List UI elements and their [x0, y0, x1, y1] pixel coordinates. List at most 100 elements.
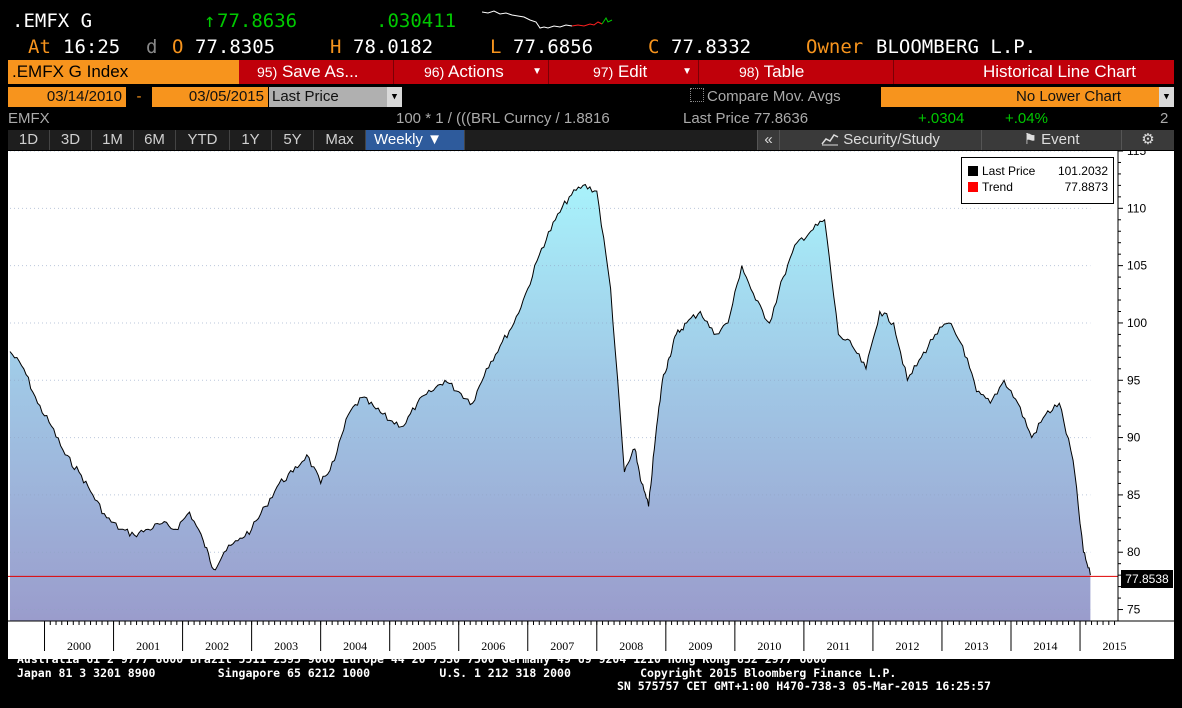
chart-type-label: Historical Line Chart	[982, 62, 1136, 81]
y-tick-label: 75	[1127, 603, 1141, 617]
menu-bar: .EMFX G Index 95) Save As... 96) Actions…	[8, 60, 1174, 84]
period-ytd-button[interactable]: YTD	[176, 130, 230, 150]
page-number: 2	[1160, 110, 1169, 127]
ticker-label: .EMFX G	[12, 10, 93, 32]
owner-value: BLOOMBERG L.P.	[876, 36, 1037, 58]
y-tick-label: 115	[1127, 151, 1146, 158]
event-button[interactable]: ⚑ Event	[981, 130, 1121, 150]
x-tick-label: 2006	[481, 639, 505, 653]
gear-icon[interactable]: ⚙	[1121, 130, 1174, 150]
legend-swatch-red	[968, 182, 978, 192]
edit-num: 97)	[593, 64, 614, 80]
table-button[interactable]: 98) Table	[699, 60, 894, 84]
frequency-select[interactable]: Weekly ▼	[366, 130, 465, 150]
start-date-input[interactable]: 03/14/2010	[8, 87, 126, 107]
date-row: 03/14/2010 - 03/05/2015 Last Price ▼ Com…	[8, 87, 1174, 107]
period-6m-button[interactable]: 6M	[134, 130, 176, 150]
y-tick-label: 85	[1127, 488, 1141, 502]
compare-field[interactable]	[881, 87, 1013, 107]
date-dash: -	[126, 87, 152, 107]
footer: Australia 61 2 9777 8600 Brazil 5511 239…	[0, 652, 1182, 694]
info-ticker: EMFX	[8, 110, 50, 127]
legend-label: Trend	[982, 180, 1013, 194]
x-tick-label: 2010	[757, 639, 781, 653]
lower-chart-dropdown-icon[interactable]: ▼	[1159, 87, 1174, 107]
legend-label: Last Price	[982, 164, 1036, 178]
y-tick-label: 110	[1127, 201, 1146, 215]
flag-icon: ⚑	[1023, 131, 1037, 148]
y-tick-label: 80	[1127, 545, 1141, 559]
period-1m-button[interactable]: 1M	[92, 130, 134, 150]
x-tick-label: 2012	[895, 639, 919, 653]
legend-swatch-black	[968, 166, 978, 176]
x-tick-label: 2008	[619, 639, 643, 653]
last-value-tag: 77.8538	[1121, 570, 1173, 588]
at-label: At	[28, 36, 51, 58]
price-area	[10, 184, 1091, 621]
table-label: Table	[763, 62, 805, 81]
actions-button[interactable]: 96) Actions ▼	[394, 60, 549, 84]
low-value: 77.6856	[513, 36, 594, 58]
edit-caret-icon: ▼	[682, 66, 692, 77]
x-tick-label: 2009	[688, 639, 712, 653]
info-pct-change: +.04%	[1005, 110, 1048, 127]
x-tick-label: 2001	[136, 639, 160, 653]
actions-label: Actions	[448, 62, 504, 81]
lower-chart-select[interactable]: No Lower Chart	[1013, 87, 1163, 107]
chart-legend: Last Price 101.2032 Trend 77.8873	[961, 157, 1114, 204]
x-tick-label: 2011	[827, 639, 851, 653]
field-select[interactable]: Last Price	[269, 87, 387, 107]
field-dropdown-icon[interactable]: ▼	[387, 87, 402, 107]
x-tick-label: 2000	[67, 639, 91, 653]
edit-button[interactable]: 97) Edit ▼	[549, 60, 699, 84]
collapse-button[interactable]: «	[757, 130, 779, 150]
legend-value: 77.8873	[1064, 180, 1108, 194]
actions-num: 96)	[424, 64, 445, 80]
compare-label: Compare Mov. Avgs	[707, 88, 841, 105]
price-line	[9, 183, 1091, 576]
x-tick-label: 2013	[964, 639, 988, 653]
up-arrow-icon: ↑	[204, 10, 216, 32]
legend-item-last-price: Last Price 101.2032	[968, 164, 1108, 179]
x-tick-label: 2005	[412, 639, 436, 653]
legend-value: 101.2032	[1057, 164, 1108, 178]
save-as-num: 95)	[257, 64, 278, 80]
legend-item-trend: Trend 77.8873	[968, 180, 1108, 195]
period-3d-button[interactable]: 3D	[50, 130, 92, 150]
info-row: EMFX 100 * 1 / (((BRL Curncy / 1.8816 La…	[8, 110, 1174, 130]
footer-line-2: Japan 81 3 3201 8900 Singapore 65 6212 1…	[17, 665, 897, 680]
x-tick-label: 2014	[1034, 639, 1058, 653]
security-study-label: Security/Study	[843, 131, 940, 148]
period-max-button[interactable]: Max	[314, 130, 366, 150]
x-tick-label: 2004	[343, 639, 367, 653]
period-5y-button[interactable]: 5Y	[272, 130, 314, 150]
security-title[interactable]: .EMFX G Index	[8, 60, 239, 84]
period-1y-button[interactable]: 1Y	[230, 130, 272, 150]
owner-label: Owner	[806, 36, 864, 58]
y-tick-label: 105	[1127, 259, 1147, 273]
price-chart[interactable]: 75 80 85 90 95 100 105 110 115 2000 2001 2002 2003 20…	[8, 151, 1174, 659]
info-last-price: Last Price 77.8636	[683, 110, 809, 127]
end-date-input[interactable]: 03/05/2015	[152, 87, 268, 107]
d-label: d	[146, 36, 158, 58]
chart-area[interactable]: 75 80 85 90 95 100 105 110 115 2000 2001 2002 2003 20…	[8, 151, 1174, 659]
period-1d-button[interactable]: 1D	[8, 130, 50, 150]
chart-toolbar: 1D 3D 1M 6M YTD 1Y 5Y Max Weekly ▼ « Sec…	[8, 130, 1174, 150]
low-label: L	[490, 36, 502, 58]
compare-checkbox[interactable]	[690, 88, 704, 102]
sparkline	[482, 10, 613, 29]
footer-line-3: SN 575757 CET GMT+1:00 H470-738-3 05-Mar…	[617, 679, 991, 693]
high-value: 78.0182	[353, 36, 434, 58]
time-value: 16:25	[63, 36, 121, 58]
y-tick-label: 100	[1127, 316, 1147, 330]
y-tick-label: 95	[1127, 373, 1141, 387]
actions-caret-icon: ▼	[532, 66, 542, 77]
close-value: 77.8332	[671, 36, 752, 58]
x-tick-label: 2007	[550, 639, 574, 653]
event-label: Event	[1041, 131, 1080, 148]
security-study-button[interactable]: Security/Study	[779, 130, 981, 150]
save-as-button[interactable]: 95) Save As...	[239, 60, 394, 84]
high-label: H	[330, 36, 342, 58]
formula-text: 100 * 1 / (((BRL Curncy / 1.8816	[396, 110, 610, 127]
chart-icon	[821, 131, 843, 148]
